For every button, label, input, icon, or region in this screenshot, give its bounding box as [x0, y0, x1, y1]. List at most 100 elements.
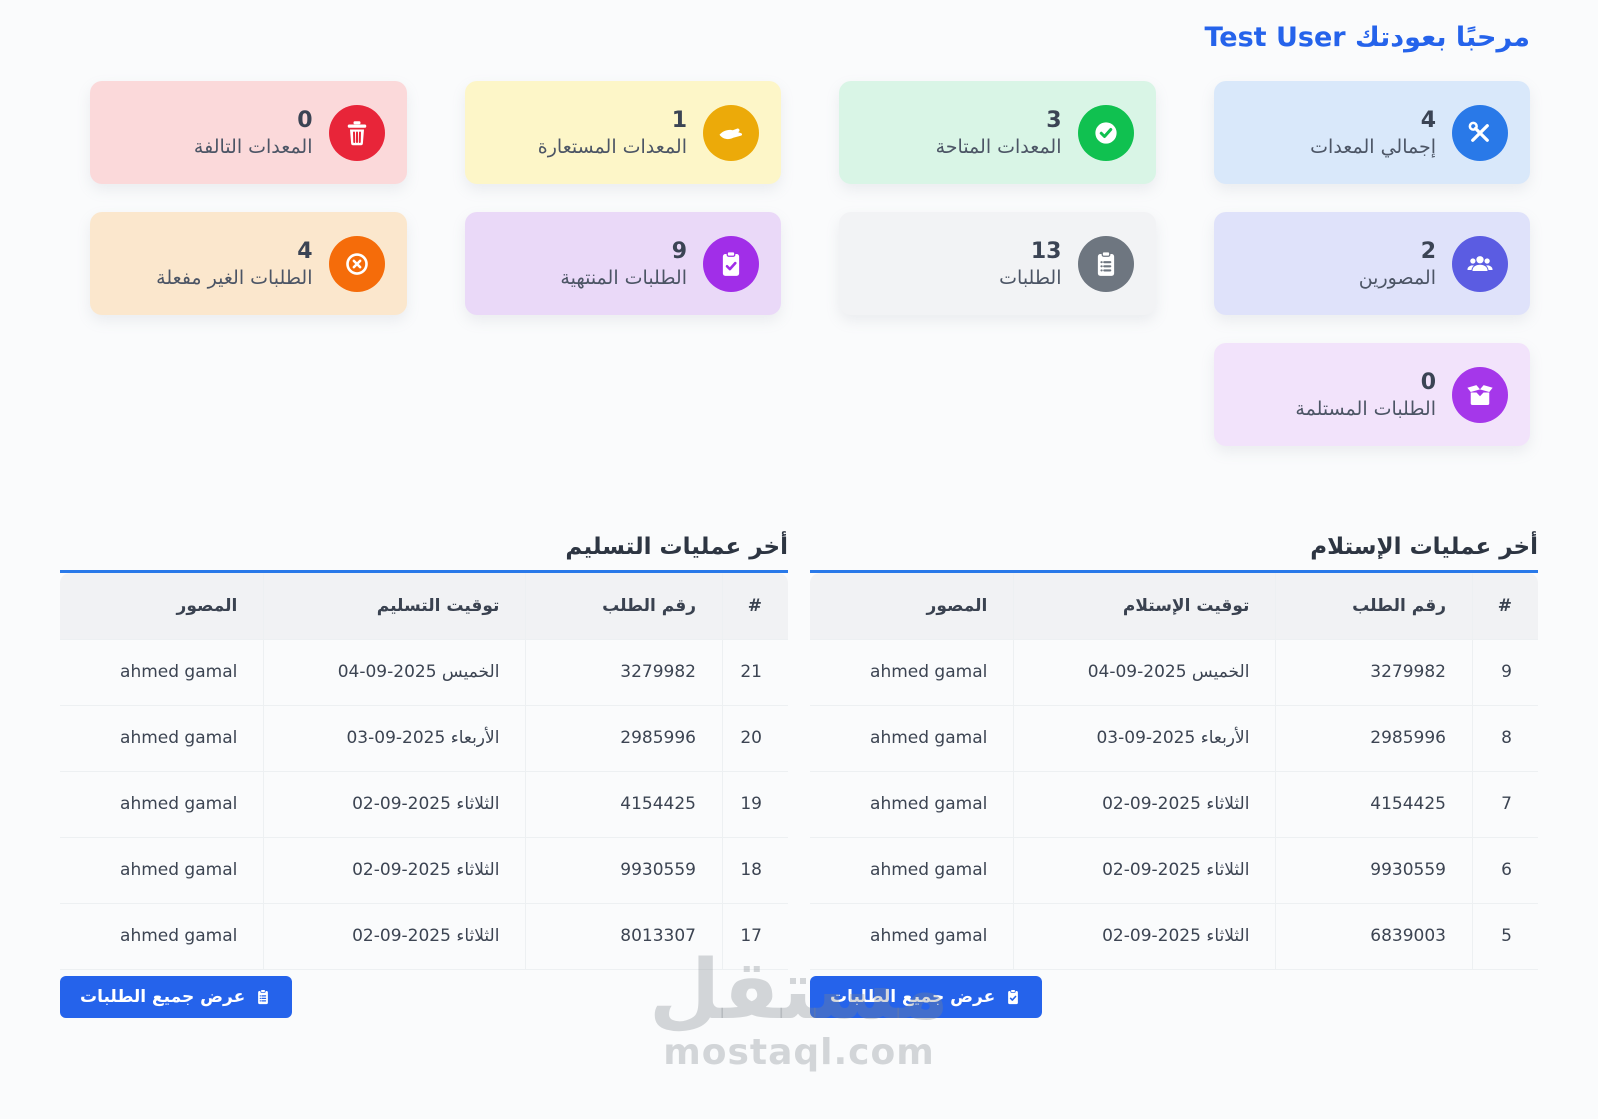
stat-value: 2 [1420, 238, 1436, 264]
table-cell: 19 [740, 794, 762, 814]
column-header: المصور [810, 573, 1015, 639]
stat-card: 1 المعدات المستعارة [464, 81, 781, 184]
welcome-heading: مرحبًا بعودتك Test User [1204, 22, 1530, 53]
operations-table-section: أخر عمليات الإستلام # رقم الطلب توقيت الإس… [810, 534, 1538, 1018]
operations-table: # رقم الطلب توقيت التسليم المصور 21 3279982 ا… [60, 573, 788, 970]
hand-icon [703, 104, 759, 161]
table-row: 8 2985996 الأربعاء 2025-09-03 ahmed gamal [810, 705, 1538, 771]
column-header: توقيت الإستلام [1013, 573, 1277, 639]
table-cell: 21 [740, 662, 762, 682]
table-cell: 3279982 [525, 639, 723, 705]
stat-value: 13 [1030, 238, 1062, 264]
table-cell: 9 [1501, 662, 1512, 682]
table-cell: 2985996 [525, 705, 723, 771]
table-row: 18 9930559 الثلاثاء 2025-09-02 ahmed gamal [60, 837, 788, 903]
stat-value: 1 [671, 107, 687, 133]
table-cell: 7 [1501, 794, 1512, 814]
column-header: رقم الطلب [525, 573, 723, 639]
stat-text: 13 الطلبات [999, 239, 1061, 289]
table-cell: ahmed gamal [60, 903, 265, 969]
x-circle-icon [328, 235, 385, 292]
table-cell: 4154425 [1275, 771, 1473, 837]
stat-card: 2 المصورين [1213, 212, 1530, 315]
table-cell: الخميس 2025-09-04 [1013, 639, 1277, 705]
stat-text: 1 المعدات المستعارة [538, 108, 687, 158]
tools-icon [1452, 104, 1508, 161]
stat-card: 4 الطلبات الغير مفعلة [90, 212, 407, 315]
box-icon [1452, 366, 1508, 423]
clipboard-list-icon [1077, 235, 1134, 292]
stat-label: الطلبات الغير مفعلة [156, 266, 313, 289]
stat-label: إجمالي المعدات [1310, 135, 1436, 158]
stat-label: الطلبات [999, 266, 1062, 289]
stat-card: 13 الطلبات [839, 212, 1156, 315]
stat-label: المعدات المستعارة [537, 135, 687, 158]
table-cell: ahmed gamal [810, 837, 1015, 903]
stat-value: 4 [1420, 107, 1436, 133]
tables-section: أخر عمليات الإستلام # رقم الطلب توقيت الإس… [0, 534, 1598, 1018]
table-cell: ahmed gamal [810, 639, 1015, 705]
table-row: 19 4154425 الثلاثاء 2025-09-02 ahmed gamal [60, 771, 788, 837]
table-cell: 6839003 [1275, 903, 1473, 969]
table-cell: الثلاثاء 2025-09-02 [263, 837, 527, 903]
trash-icon [328, 104, 385, 161]
table-cell: ahmed gamal [60, 705, 265, 771]
table-cell: 20 [740, 728, 762, 748]
clipboard-check-icon [703, 235, 759, 292]
stat-text: 4 إجمالي المعدات [1310, 108, 1436, 158]
table-cell: 4154425 [525, 771, 723, 837]
table-title: أخر عمليات التسليم [60, 534, 788, 573]
table-row: 6 9930559 الثلاثاء 2025-09-02 ahmed gamal [810, 837, 1538, 903]
stat-text: 4 الطلبات الغير مفعلة [156, 239, 312, 289]
column-header: المصور [60, 573, 265, 639]
column-header: رقم الطلب [1275, 573, 1473, 639]
stat-card: 4 إجمالي المعدات [1213, 81, 1530, 184]
stat-label: الطلبات المستلمة [1295, 397, 1436, 420]
stat-text: 0 الطلبات المستلمة [1295, 370, 1436, 420]
table-title: أخر عمليات الإستلام [810, 534, 1538, 573]
table-header-row: # رقم الطلب توقيت الإستلام المصور [810, 573, 1538, 639]
table-cell: 8 [1501, 728, 1512, 748]
table-footer: عرض جميع الطلبات [60, 975, 788, 1018]
stat-label: الطلبات المنتهية [560, 266, 687, 289]
stat-card: 3 المعدات المتاحة [839, 81, 1156, 184]
stat-card: 0 الطلبات المستلمة [1213, 343, 1530, 446]
table-cell: الثلاثاء 2025-09-02 [1013, 903, 1277, 969]
table-cell: الخميس 2025-09-04 [263, 639, 527, 705]
table-cell: ahmed gamal [810, 903, 1015, 969]
stat-text: 9 الطلبات المنتهية [560, 239, 687, 289]
table-header-row: # رقم الطلب توقيت التسليم المصور [60, 573, 788, 639]
table-cell: 5 [1501, 926, 1512, 946]
table-cell: الثلاثاء 2025-09-02 [263, 903, 527, 969]
table-row: 7 4154425 الثلاثاء 2025-09-02 ahmed gamal [810, 771, 1538, 837]
watermark-domain: mostaql.com [663, 1032, 935, 1073]
stat-text: 0 المعدات التالفة [194, 108, 313, 158]
table-row: 20 2985996 الأربعاء 2025-09-03 ahmed gamal [60, 705, 788, 771]
stat-label: المعدات المتاحة [935, 135, 1062, 158]
stats-grid: 4 إجمالي المعدات 3 المعدات المتاحة 1 الم… [0, 81, 1598, 446]
stat-label: المعدات التالفة [193, 135, 313, 158]
table-cell: ahmed gamal [60, 639, 265, 705]
stat-value: 9 [671, 238, 687, 264]
stat-card: 9 الطلبات المنتهية [464, 212, 781, 315]
table-cell: 9930559 [525, 837, 723, 903]
view-all-orders-button[interactable]: عرض جميع الطلبات [60, 975, 293, 1018]
table-cell: الأربعاء 2025-09-03 [263, 705, 527, 771]
table-cell: 18 [740, 860, 762, 880]
table-cell: 9930559 [1275, 837, 1473, 903]
stat-card: 0 المعدات التالفة [90, 81, 407, 184]
table-cell: 17 [740, 926, 762, 946]
table-cell: الثلاثاء 2025-09-02 [263, 771, 527, 837]
table-cell: الثلاثاء 2025-09-02 [1013, 837, 1277, 903]
view-all-orders-button[interactable]: عرض جميع الطلبات [810, 975, 1043, 1018]
operations-table-section: أخر عمليات التسليم # رقم الطلب توقيت التسل… [60, 534, 788, 1018]
table-footer: عرض جميع الطلبات [810, 975, 1538, 1018]
users-icon [1452, 235, 1508, 292]
table-row: 17 8013307 الثلاثاء 2025-09-02 ahmed gamal [60, 903, 788, 969]
table-cell: الثلاثاء 2025-09-02 [1013, 771, 1277, 837]
table-row: 9 3279982 الخميس 2025-09-04 ahmed gamal [810, 639, 1538, 705]
column-header: # [722, 573, 788, 639]
operations-table: # رقم الطلب توقيت الإستلام المصور 9 3279982 ا… [810, 573, 1538, 970]
stat-value: 3 [1046, 107, 1062, 133]
column-header: توقيت التسليم [263, 573, 527, 639]
